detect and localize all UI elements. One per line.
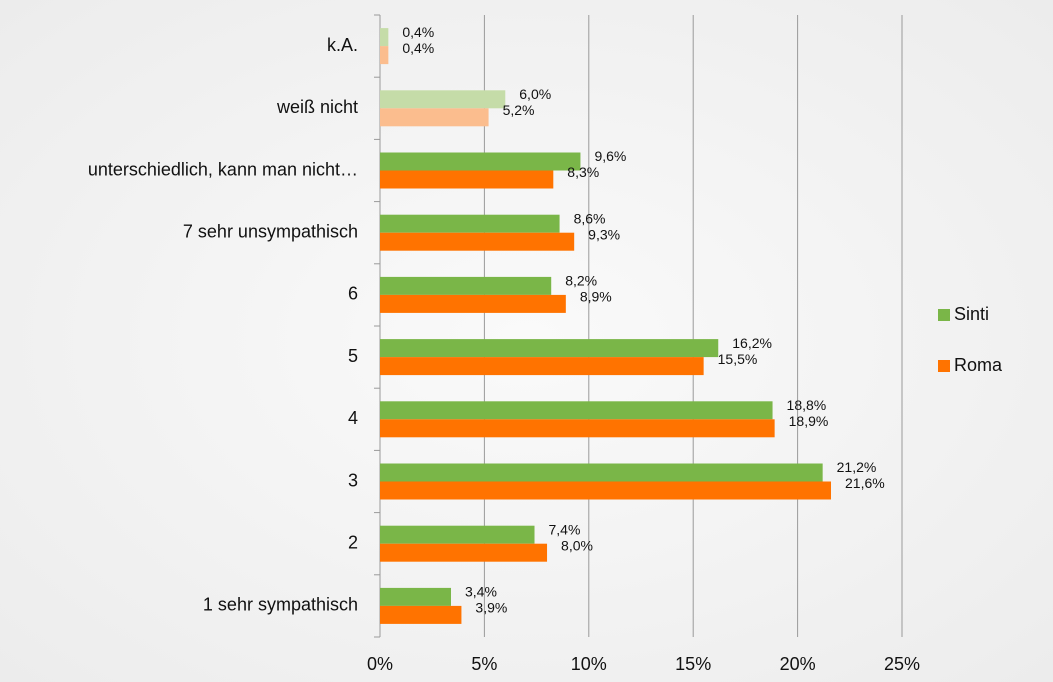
value-label: 6,0%: [519, 86, 551, 102]
bar: [380, 463, 823, 482]
value-label: 3,4%: [465, 584, 497, 600]
legend-swatch: [938, 360, 950, 372]
legend-label: Sinti: [954, 304, 989, 324]
legend-swatch: [938, 309, 950, 321]
bar: [380, 543, 548, 562]
value-label: 15,5%: [718, 351, 758, 367]
bar: [380, 214, 560, 233]
bar: [380, 401, 773, 420]
value-label: 16,2%: [732, 335, 772, 351]
y-tick-label: 6: [348, 284, 358, 304]
value-label: 18,9%: [789, 413, 829, 429]
value-label: 18,8%: [787, 397, 827, 413]
bar: [380, 339, 719, 358]
y-tick-label: unterschiedlich, kann man nicht…: [88, 159, 358, 179]
y-tick-label: weiß nicht: [276, 97, 358, 117]
value-label: 8,9%: [580, 289, 612, 305]
bar: [380, 108, 489, 127]
y-tick-label: 2: [348, 532, 358, 552]
bar: [380, 152, 581, 171]
value-label: 21,6%: [845, 475, 885, 491]
bar: [380, 170, 554, 189]
bar: [380, 46, 389, 65]
bar: [380, 294, 566, 313]
value-label: 7,4%: [549, 521, 581, 537]
x-tick-label: 20%: [780, 654, 816, 674]
bar: [380, 232, 575, 251]
bar: [380, 419, 775, 438]
x-tick-label: 0%: [367, 654, 393, 674]
bar: [380, 276, 552, 295]
value-label: 5,2%: [503, 102, 535, 118]
value-label: 21,2%: [837, 459, 877, 475]
y-tick-label: 3: [348, 470, 358, 490]
y-tick-label: 5: [348, 346, 358, 366]
bar: [380, 481, 832, 500]
value-label: 3,9%: [475, 600, 507, 616]
bar: [380, 525, 535, 544]
x-tick-label: 15%: [675, 654, 711, 674]
value-label: 0,4%: [402, 24, 434, 40]
value-label: 0,4%: [402, 40, 434, 56]
y-tick-label: k.A.: [327, 35, 358, 55]
bar: [380, 28, 389, 47]
bar: [380, 357, 704, 376]
bar: [380, 587, 451, 606]
bar: [380, 90, 506, 109]
y-tick-label: 7 sehr unsympathisch: [183, 221, 358, 241]
x-tick-label: 10%: [571, 654, 607, 674]
value-label: 9,6%: [594, 148, 626, 164]
value-label: 8,0%: [561, 537, 593, 553]
y-tick-label: 4: [348, 408, 358, 428]
value-label: 9,3%: [588, 226, 620, 242]
x-tick-label: 5%: [471, 654, 497, 674]
x-tick-label: 25%: [884, 654, 920, 674]
value-label: 8,3%: [567, 164, 599, 180]
y-tick-label: 1 sehr sympathisch: [203, 595, 358, 615]
value-label: 8,2%: [565, 273, 597, 289]
legend-label: Roma: [954, 355, 1003, 375]
bar: [380, 605, 462, 624]
value-label: 8,6%: [574, 210, 606, 226]
